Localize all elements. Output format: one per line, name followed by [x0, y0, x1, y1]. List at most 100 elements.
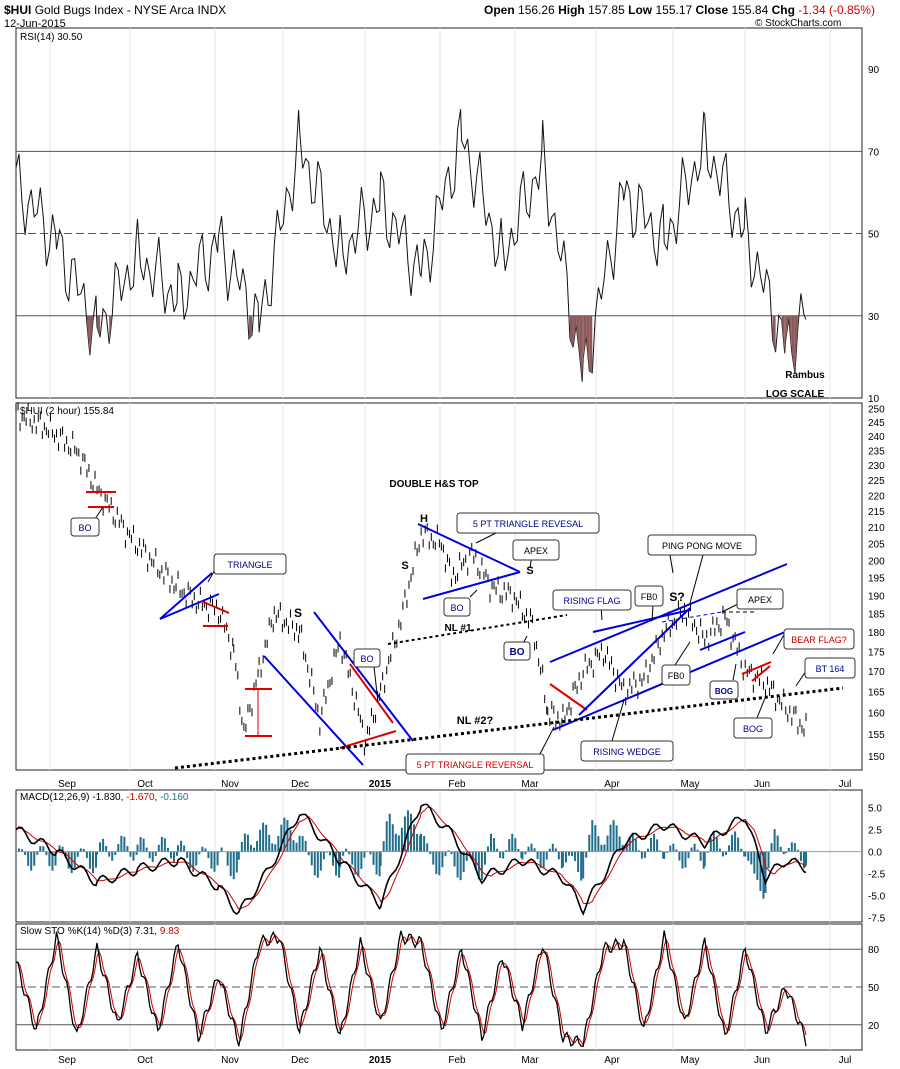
- rsi-oversold-fill: [589, 315, 593, 373]
- rsi-oversold-fill: [579, 315, 583, 382]
- open-label: Open: [484, 3, 515, 17]
- price-ytick-11: 205: [868, 540, 885, 551]
- macd-ytick-2: 0.0: [868, 848, 882, 859]
- rsi-oversold-fill: [791, 315, 795, 374]
- price-ytick-17: 235: [868, 447, 885, 458]
- rsi-ytick-2: 50: [868, 230, 880, 241]
- rsi-oversold-fill: [573, 315, 577, 348]
- macd-legend-part-4: -0.160: [160, 792, 189, 803]
- price-xtick-3: Dec: [291, 779, 309, 790]
- macd-ytick-3: -2.5: [868, 870, 886, 881]
- price-xtick-4: 2015: [369, 779, 392, 790]
- annotation-22: BEAR FLAG?: [791, 635, 847, 645]
- rsi-oversold-fill: [781, 315, 785, 354]
- sto-ytick-2: 80: [868, 945, 880, 956]
- rsi-note-rambus: Rambus: [785, 370, 825, 381]
- price-ytick-0: 150: [868, 752, 885, 763]
- sto-ytick-1: 50: [868, 983, 880, 994]
- rsi-oversold-fill: [86, 315, 90, 356]
- low-value: 155.17: [655, 3, 693, 17]
- rsi-oversold-fill: [784, 315, 786, 354]
- annotation-leader-9: [651, 604, 654, 622]
- rsi-oversold-fill: [583, 315, 587, 359]
- rsi-oversold-fill: [97, 315, 101, 338]
- rsi-ytick-3: 70: [868, 147, 880, 158]
- price-ytick-4: 170: [868, 667, 885, 678]
- price-ytick-16: 230: [868, 461, 885, 472]
- price-ytick-2: 160: [868, 708, 885, 719]
- trendline-5: [339, 730, 397, 749]
- trendline-4: [313, 611, 414, 742]
- annotation-box-13: [405, 753, 545, 775]
- price-xtick-1: Oct: [137, 779, 153, 790]
- annotation-leader-18: [756, 697, 766, 719]
- annotation-4: H: [420, 513, 428, 525]
- annotation-box-16: [661, 664, 691, 686]
- price-ytick-1: 155: [868, 730, 885, 741]
- price-xtick-7: Apr: [604, 779, 620, 790]
- annotation-6: APEX: [524, 546, 548, 556]
- annotation-5: 5 PT TRIANGLE REVESAL: [473, 519, 583, 529]
- annotation-13: 5 PT TRIANGLE REVERSAL: [417, 760, 534, 770]
- trendline-8: [422, 571, 521, 600]
- annotation-leader-16: [772, 632, 786, 655]
- rsi-oversold-fill: [586, 315, 590, 372]
- rsi-note-logscale: LOG SCALE: [766, 389, 825, 400]
- price-xtick-8: May: [681, 779, 700, 790]
- macd-ytick-0: 5.0: [868, 804, 882, 815]
- close-value: 155.84: [731, 3, 769, 17]
- rsi-oversold-fill: [248, 315, 252, 339]
- rsi-ytick-1: 30: [868, 312, 880, 323]
- annotation-12: NL #2?: [457, 715, 494, 727]
- annotation-20: RISING WEDGE: [593, 747, 661, 757]
- annotation-leader-15: [732, 663, 737, 681]
- chart-title: $HUI Gold Bugs Index - NYSE Arca INDX: [4, 3, 226, 17]
- rsi-oversold-fill: [582, 315, 584, 382]
- macd-line: [15, 803, 807, 916]
- trendline-9: [549, 563, 788, 663]
- trendline-11: [549, 683, 588, 711]
- high-value: 157.85: [588, 3, 625, 17]
- sto-xtick-3: Dec: [291, 1055, 309, 1066]
- rsi-oversold-fill: [109, 315, 113, 344]
- rsi-ytick-4: 90: [868, 65, 880, 76]
- trendline-14: [741, 661, 772, 675]
- annotation-box-20: [580, 740, 674, 762]
- sto-legend: Slow STO %K(14) %D(3) 7.31, 9.83: [20, 926, 180, 937]
- quote-bar: Open 156.26 High 157.85 Low 155.17 Close…: [484, 3, 875, 17]
- annotation-10: NL #1: [444, 623, 471, 634]
- macd-legend: MACD(12,26,9) -1.830, -1.670, -0.160: [20, 792, 189, 803]
- trendline-13: [592, 609, 691, 633]
- annotation-box-9: [443, 597, 471, 617]
- annotation-box-15: [634, 585, 664, 607]
- price-ytick-19: 245: [868, 418, 885, 429]
- annotation-box-1: [213, 553, 287, 575]
- sto-k-line: [15, 930, 807, 1047]
- price-ytick-5: 175: [868, 647, 885, 658]
- annotation-11: BO: [510, 647, 525, 658]
- annotation-7: S: [526, 565, 533, 577]
- annotation-box-24: [733, 717, 773, 739]
- sto-xtick-1: Oct: [137, 1055, 153, 1066]
- sto-xtick-6: Mar: [521, 1055, 539, 1066]
- high-label: High: [558, 3, 585, 17]
- rsi-oversold-fill: [785, 315, 789, 341]
- annotation-leader-12: [689, 554, 704, 604]
- annotation-15: FB0: [641, 592, 658, 602]
- trendline-7: [417, 523, 521, 573]
- annotation-leader-10: [674, 641, 691, 666]
- trendline-12: [578, 607, 691, 716]
- rsi-oversold-fill: [788, 315, 792, 353]
- sto-xtick-10: Jul: [839, 1055, 852, 1066]
- price-title: DOUBLE H&S TOP: [389, 479, 479, 490]
- price-xtick-2: Nov: [221, 779, 239, 790]
- trendline-2: [200, 600, 230, 614]
- annotation-box-22: [783, 628, 855, 650]
- price-xtick-5: Feb: [448, 779, 466, 790]
- annotation-leader-7: [539, 726, 555, 755]
- rsi-ytick-0: 10: [868, 394, 880, 405]
- trendline-6: [349, 663, 394, 724]
- rsi-oversold-fill: [89, 315, 93, 356]
